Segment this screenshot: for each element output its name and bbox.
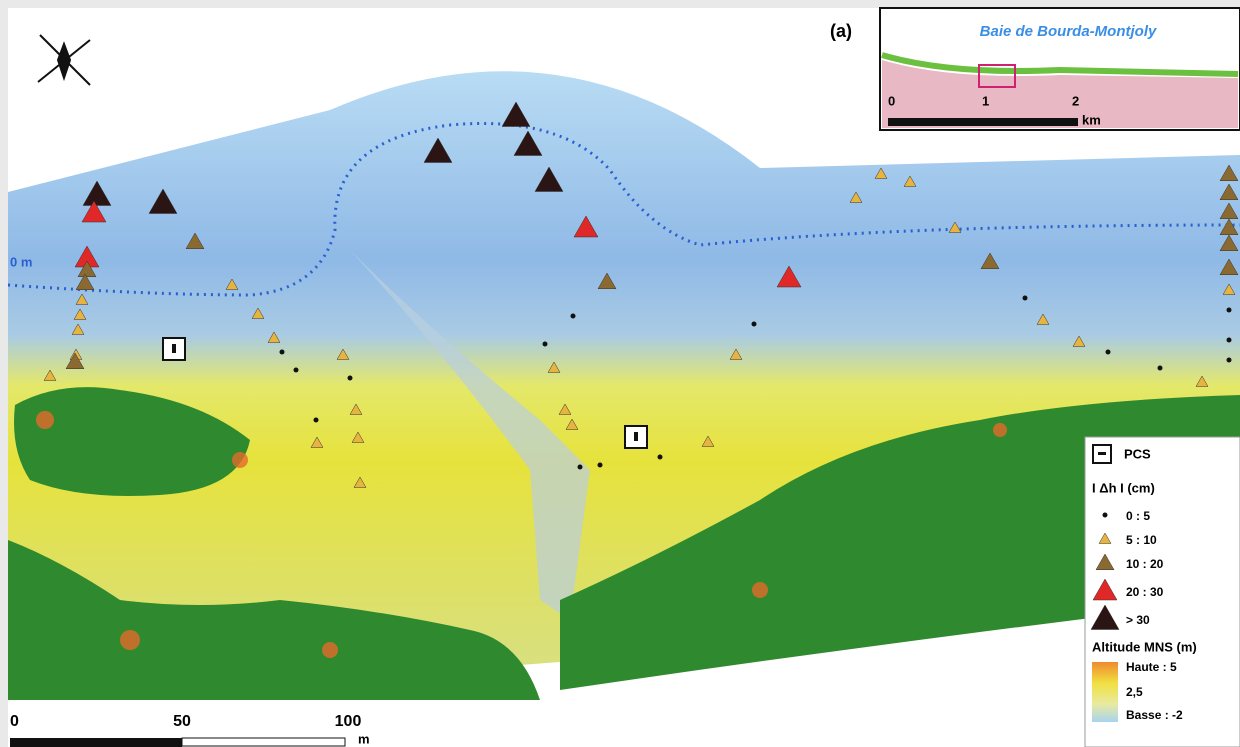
scale-unit: m xyxy=(358,731,370,746)
inset-scale-label: 0 xyxy=(888,93,895,108)
legend-altitude-title: Altitude MNS (m) xyxy=(1092,639,1197,654)
marker-dot xyxy=(752,322,757,327)
legend: PCS I Δh I (cm) 0 : 5 5 : 10 10 : 20 20 : 3… xyxy=(1085,437,1240,747)
legend-pcs: PCS xyxy=(1124,446,1151,461)
pcs-dot xyxy=(172,344,176,353)
inset-scale-label: 1 xyxy=(982,93,989,108)
legend-altitude-ramp xyxy=(1092,662,1118,722)
legend-altitude-label: Basse : -2 xyxy=(1126,708,1183,722)
legend-dh-class: 10 : 20 xyxy=(1126,557,1164,571)
marker-dot xyxy=(1227,338,1232,343)
scale-bar-black xyxy=(10,738,182,747)
inset-scale-bar xyxy=(888,118,1078,126)
marker-dot xyxy=(578,465,583,470)
legend-dh-class: > 30 xyxy=(1126,613,1150,627)
marker-dot xyxy=(294,368,299,373)
legend-pcs-dot xyxy=(1098,452,1106,455)
scale-label: 50 xyxy=(173,713,191,730)
marker-dot xyxy=(1106,350,1111,355)
marker-dot xyxy=(1103,513,1108,518)
legend-dh-class: 5 : 10 xyxy=(1126,533,1157,547)
legend-dh-class: 0 : 5 xyxy=(1126,509,1150,523)
marker-dot xyxy=(543,342,548,347)
inset-title: Baie de Bourda-Montjoly xyxy=(980,23,1157,40)
inset-scale-label: 2 xyxy=(1072,93,1079,108)
panel-label: (a) xyxy=(830,21,852,41)
legend-dh-title: I Δh I (cm) xyxy=(1092,480,1155,495)
scale-label: 0 xyxy=(10,713,19,730)
map: 0 m (a) Baie de Bourda-Montjoly 0 1 2 km… xyxy=(0,0,1240,747)
marker-dot xyxy=(1023,296,1028,301)
marker-dot xyxy=(348,376,353,381)
marker-dot xyxy=(658,455,663,460)
marker-dot xyxy=(1227,358,1232,363)
inset: Baie de Bourda-Montjoly 0 1 2 km xyxy=(880,8,1240,130)
scale-bar-white xyxy=(182,738,345,746)
marker-dot xyxy=(1227,308,1232,313)
legend-altitude-label: Haute : 5 xyxy=(1126,660,1177,674)
marker-dot xyxy=(1158,366,1163,371)
contour-label: 0 m xyxy=(10,254,32,269)
marker-dot xyxy=(598,463,603,468)
pcs-dot xyxy=(634,432,638,441)
marker-dot xyxy=(571,314,576,319)
inset-scale-unit: km xyxy=(1082,112,1101,127)
scale-label: 100 xyxy=(335,713,362,730)
legend-altitude-label: 2,5 xyxy=(1126,685,1143,699)
marker-dot xyxy=(280,350,285,355)
legend-dh-class: 20 : 30 xyxy=(1126,585,1164,599)
marker-dot xyxy=(314,418,319,423)
